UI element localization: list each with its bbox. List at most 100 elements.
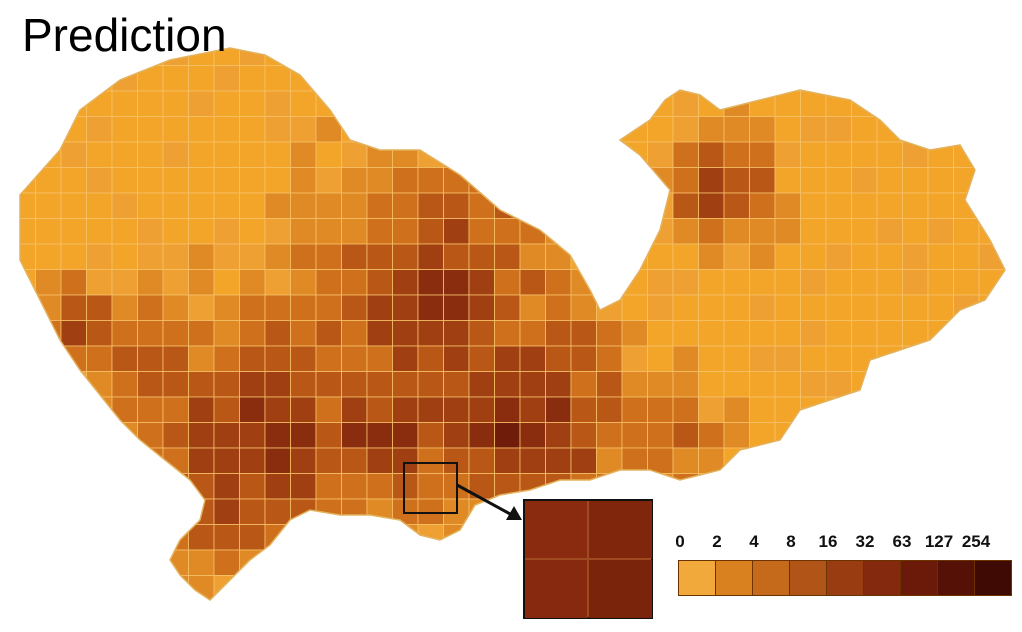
heatmap-cell <box>825 116 852 143</box>
heatmap-cell <box>162 549 189 576</box>
heatmap-cell <box>749 116 776 143</box>
heatmap-cell <box>315 575 342 600</box>
heatmap-cell <box>188 422 215 449</box>
heatmap-cell <box>876 269 903 296</box>
heatmap-cell <box>494 422 521 449</box>
heatmap-cell <box>35 473 62 500</box>
heatmap-cell <box>417 141 444 168</box>
heatmap-cell <box>366 141 393 168</box>
heatmap-cell <box>468 65 495 92</box>
heatmap-cell <box>570 141 597 168</box>
heatmap-cell <box>443 549 470 576</box>
heatmap-cell <box>647 345 674 372</box>
legend-label: 2 <box>712 532 722 551</box>
heatmap-cell <box>443 269 470 296</box>
heatmap-cell <box>162 167 189 194</box>
heatmap-cell <box>621 294 648 321</box>
heatmap-cell <box>290 473 317 500</box>
heatmap-cell <box>213 320 240 347</box>
heatmap-cell <box>290 549 317 576</box>
heatmap-cell <box>621 141 648 168</box>
heatmap-cell <box>417 167 444 194</box>
zoom-inset <box>523 499 653 619</box>
heatmap-cell <box>698 473 725 500</box>
heatmap-cell <box>596 65 623 92</box>
heatmap-cell <box>188 447 215 474</box>
heatmap-cell <box>800 192 827 219</box>
heatmap-cell <box>596 141 623 168</box>
heatmap-cell <box>519 371 546 398</box>
heatmap-cell <box>774 141 801 168</box>
heatmap-cell <box>672 422 699 449</box>
heatmap-cell <box>366 524 393 551</box>
heatmap-cell <box>723 48 750 66</box>
heatmap-cell <box>392 371 419 398</box>
heatmap-cell <box>570 294 597 321</box>
heatmap-cell <box>213 141 240 168</box>
heatmap-cell <box>927 345 954 372</box>
heatmap-cell <box>494 167 521 194</box>
heatmap-cell <box>621 65 648 92</box>
heatmap-cell <box>60 473 87 500</box>
heatmap-cell <box>60 243 87 270</box>
heatmap-cell <box>35 498 62 525</box>
heatmap-cell <box>392 218 419 245</box>
heatmap-cell <box>927 116 954 143</box>
heatmap-cell <box>162 498 189 525</box>
heatmap-cell <box>35 90 62 117</box>
heatmap-cell <box>672 116 699 143</box>
heatmap-cell <box>953 116 980 143</box>
heatmap-cell <box>545 116 572 143</box>
heatmap-cell <box>188 294 215 321</box>
heatmap-cell <box>621 422 648 449</box>
heatmap-cell <box>825 447 852 474</box>
heatmap-cell <box>112 601 138 627</box>
heatmap-cell <box>596 294 623 321</box>
heatmap-cell <box>290 48 317 66</box>
heatmap-cell <box>927 141 954 168</box>
heatmap-cell <box>392 396 419 423</box>
heatmap-cell <box>239 218 266 245</box>
heatmap-cell <box>851 65 878 92</box>
heatmap-cell <box>723 218 750 245</box>
heatmap-cell <box>290 422 317 449</box>
heatmap-cell <box>698 371 725 398</box>
heatmap-cell <box>213 422 240 449</box>
heatmap-cell <box>341 396 368 423</box>
heatmap-cell <box>392 116 419 143</box>
heatmap-cell <box>162 218 189 245</box>
heatmap-cell <box>86 192 113 219</box>
heatmap-cell <box>647 192 674 219</box>
heatmap-cell <box>902 116 929 143</box>
heatmap-cell <box>672 498 699 525</box>
heatmap-cell <box>239 447 266 474</box>
heatmap-cell <box>111 141 138 168</box>
heatmap-cell <box>953 422 980 449</box>
heatmap-cell <box>596 90 623 117</box>
legend-label: 16 <box>818 532 838 551</box>
heatmap-cell <box>698 396 725 423</box>
heatmap-cell <box>468 422 495 449</box>
heatmap-cell <box>519 269 546 296</box>
heatmap-cell <box>188 269 215 296</box>
heatmap-cell <box>647 116 674 143</box>
heatmap-cell <box>596 447 623 474</box>
heatmap-cell <box>214 601 240 627</box>
heatmap-cell <box>35 371 62 398</box>
legend-swatch <box>900 560 938 596</box>
legend-label: 8 <box>786 532 796 551</box>
heatmap-cell <box>672 269 699 296</box>
heatmap-cell <box>621 243 648 270</box>
heatmap-cell <box>749 192 776 219</box>
heatmap-cell <box>137 422 164 449</box>
heatmap-cell <box>876 447 903 474</box>
heatmap-cell <box>239 549 266 576</box>
heatmap-cell <box>392 524 419 551</box>
heatmap-cell <box>927 243 954 270</box>
heatmap-cell <box>468 192 495 219</box>
heatmap-cell <box>596 371 623 398</box>
heatmap-cell <box>417 90 444 117</box>
heatmap-cell <box>570 90 597 117</box>
heatmap-cell <box>545 218 572 245</box>
heatmap-cell <box>35 575 62 600</box>
